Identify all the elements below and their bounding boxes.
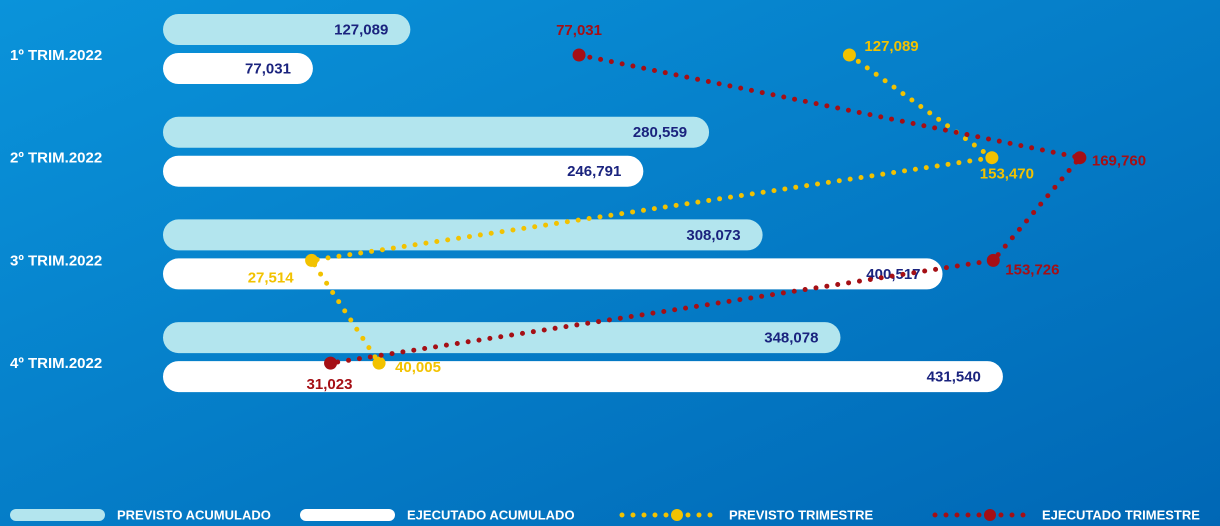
bar-value-label: 348,078 — [764, 330, 818, 347]
category-label: 1º TRIM.2022 — [10, 47, 102, 64]
category-label: 2º TRIM.2022 — [10, 150, 102, 167]
line-point — [986, 253, 1000, 267]
bar — [163, 53, 313, 84]
legend-swatch — [10, 509, 105, 521]
point-label: 127,089 — [864, 38, 918, 55]
bar — [163, 219, 763, 251]
bars: 1º TRIM.2022 2º TRIM.2022 3º TRIM.2022 4º T… — [10, 14, 1003, 393]
line — [307, 52, 999, 366]
legend-swatch — [671, 509, 683, 521]
legend: PREVISTO ACUMULADO EJECUTADO ACUMULADO PRE… — [10, 507, 1200, 522]
line-point — [305, 253, 319, 267]
point-label: 40,005 — [395, 359, 441, 376]
bar — [163, 116, 710, 148]
point-label: 31,023 — [307, 376, 353, 393]
point-label: 27,514 — [248, 269, 295, 286]
bar-value-label: 308,073 — [686, 227, 740, 244]
legend-label: PREVISTO TRIMESTRE — [729, 507, 874, 522]
bar — [163, 14, 411, 45]
category-label: 3º TRIM.2022 — [10, 252, 102, 269]
line-point — [1073, 151, 1087, 165]
bar-value-label: 431,540 — [927, 369, 981, 386]
point-label: 77,031 — [556, 22, 602, 39]
bar — [163, 258, 943, 290]
lines: 127,089 153,470 27,514 40,005 77,031 169,760 1… — [248, 22, 1146, 393]
point-label: 153,470 — [980, 166, 1034, 183]
legend-label: EJECUTADO TRIMESTRE — [1042, 507, 1200, 522]
bar-value-label: 127,089 — [334, 21, 388, 38]
line-point — [985, 151, 999, 165]
legend-label: PREVISTO ACUMULADO — [117, 507, 271, 522]
bar-value-label: 280,559 — [633, 124, 687, 141]
category-label: 4º TRIM.2022 — [10, 355, 102, 372]
line — [328, 52, 1085, 366]
bar — [163, 361, 1003, 393]
bar — [163, 155, 644, 187]
legend-label: EJECUTADO ACUMULADO — [407, 507, 575, 522]
line-point — [842, 48, 856, 62]
bar-value-label: 246,791 — [567, 163, 621, 180]
legend-swatch — [300, 509, 395, 521]
legend-swatch — [984, 509, 996, 521]
point-label: 153,726 — [1005, 261, 1059, 278]
point-label: 169,760 — [1092, 153, 1146, 170]
line-point — [324, 356, 338, 370]
line-point — [572, 48, 586, 62]
line-point — [372, 356, 386, 370]
bar-value-label: 77,031 — [245, 60, 291, 77]
